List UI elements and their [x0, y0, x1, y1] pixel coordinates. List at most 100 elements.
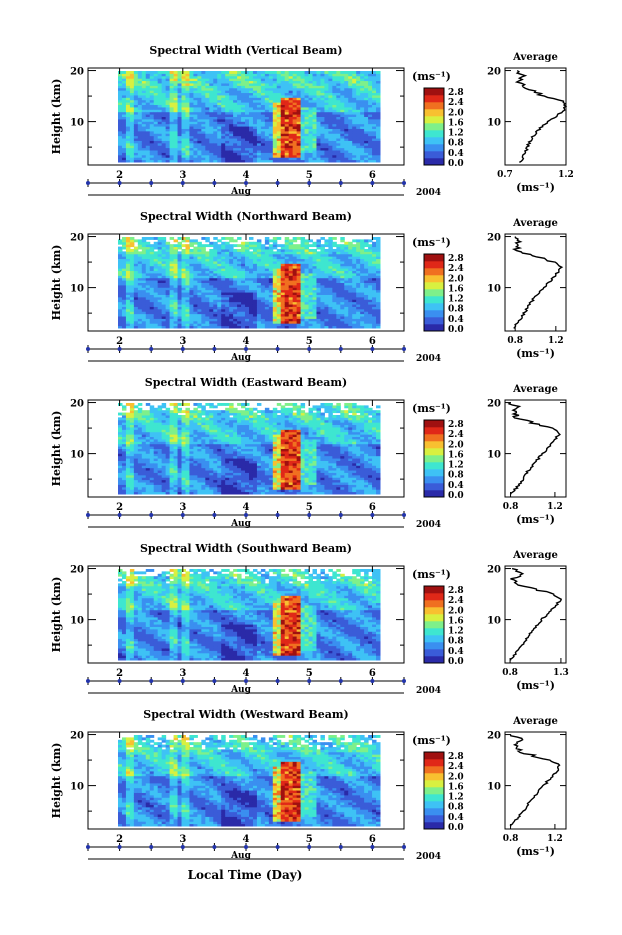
heatmap-cell	[178, 251, 182, 254]
heatmap-cell	[305, 71, 309, 74]
heatmap-cell	[261, 244, 265, 247]
heatmap-cell	[364, 249, 368, 252]
heatmap-cell	[134, 71, 138, 74]
heatmap-cell	[368, 239, 372, 242]
heatmap-cell	[293, 237, 297, 240]
heatmap-cell	[209, 249, 213, 252]
heatmap-cell	[118, 247, 122, 250]
heatmap-cell	[229, 71, 233, 74]
heatmap-cells	[118, 237, 381, 329]
heatmap-cell	[316, 71, 320, 74]
heatmap-cell	[356, 71, 360, 74]
heatmap-cell	[118, 71, 122, 74]
heatmap-cell	[193, 71, 197, 74]
heatmap-cell	[225, 242, 229, 245]
heatmap-cell	[182, 237, 186, 240]
heatmap-cell	[320, 71, 324, 74]
heatmap-cell	[122, 251, 126, 254]
heatmap-cell	[305, 239, 309, 242]
heatmap-cell	[352, 239, 356, 242]
heatmap-cell	[154, 251, 158, 254]
heatmap-cell	[138, 251, 142, 254]
x-tick-label: 6	[369, 170, 376, 181]
heatmap-cell	[336, 244, 340, 247]
heatmap-cell	[257, 239, 261, 242]
average-y-tick-label: 10	[487, 118, 501, 129]
heatmap-cell	[174, 71, 178, 74]
heatmap-cell	[162, 71, 166, 74]
heatmap-cell	[237, 71, 241, 74]
colorbar-tick-label: 0.0	[448, 159, 464, 169]
heatmap-cell	[213, 71, 217, 74]
panel-2: Spectral Width (Northward Beam)1020Heigh…	[50, 210, 566, 364]
heatmap-cell	[146, 237, 150, 240]
heatmap-cell	[273, 251, 277, 254]
heatmap-cell	[233, 71, 237, 74]
heatmap-cell	[237, 244, 241, 247]
heatmap-cell	[316, 239, 320, 242]
heatmap-cell	[150, 237, 154, 240]
heatmap-cell	[269, 71, 273, 74]
average-profile-line	[517, 71, 566, 163]
day-marker	[118, 181, 122, 185]
heatmap-cell	[281, 244, 285, 247]
day-marker	[181, 181, 185, 185]
heatmap-cell	[205, 71, 209, 74]
heatmap-cell	[146, 71, 150, 74]
colorbar-unit: (ms⁻¹)	[412, 70, 451, 83]
heatmap-cell	[273, 71, 277, 74]
heatmap-cell	[253, 242, 257, 245]
heatmap-cell	[340, 237, 344, 240]
heatmap-cell	[201, 244, 205, 247]
heatmap-cell	[170, 71, 174, 74]
heatmap-cell	[376, 71, 380, 74]
heatmap-cell	[320, 237, 324, 240]
heatmap-cell	[189, 249, 193, 252]
heatmap-cell	[233, 249, 237, 252]
heatmap-cell	[154, 237, 158, 240]
heatmap-cell	[324, 249, 328, 252]
heatmap-cell	[352, 71, 356, 74]
day-marker	[307, 181, 311, 185]
heatmap-cell	[158, 237, 162, 240]
heatmap-cell	[197, 71, 201, 74]
heatmap-cell	[297, 71, 301, 74]
heatmap-cell	[182, 71, 186, 74]
heatmap-cell	[316, 251, 320, 254]
heatmap-cell	[174, 244, 178, 247]
heatmap-cell	[277, 237, 281, 240]
y-axis-label: Height (km)	[50, 79, 63, 155]
heatmap-cell	[368, 71, 372, 74]
heatmap-cell	[178, 71, 182, 74]
heatmap-cell	[332, 237, 336, 240]
heatmap-cell	[225, 237, 229, 240]
heatmap-cell	[193, 247, 197, 250]
heatmap-cell	[372, 242, 376, 245]
colorbar-segment	[424, 123, 444, 130]
heatmap-cell	[166, 242, 170, 245]
heatmap-cell	[217, 239, 221, 242]
heatmap-cell	[241, 242, 245, 245]
heatmap-cell	[229, 237, 233, 240]
heatmap-cell	[233, 244, 237, 247]
heatmap-cell	[293, 71, 297, 74]
heatmap-cell	[221, 71, 225, 74]
colorbar-segment	[424, 109, 444, 116]
heatmap-cell	[261, 71, 265, 74]
heatmap-cell	[332, 71, 336, 74]
heatmap-cell	[313, 71, 317, 74]
heatmap-cell	[344, 71, 348, 74]
heatmap-cell	[201, 237, 205, 240]
heatmap-cell	[332, 249, 336, 252]
heatmap-cell	[368, 244, 372, 247]
month-label: Aug	[230, 187, 252, 197]
heatmap-cell	[130, 237, 134, 240]
heatmap-cell	[217, 244, 221, 247]
heatmap-cells	[118, 71, 381, 163]
average-title: Average	[512, 52, 558, 63]
heatmap-cell	[332, 242, 336, 245]
heatmap-cell	[336, 71, 340, 74]
heatmap-cell	[162, 237, 166, 240]
heatmap-cell	[253, 71, 257, 74]
colorbar-segment	[424, 88, 444, 95]
